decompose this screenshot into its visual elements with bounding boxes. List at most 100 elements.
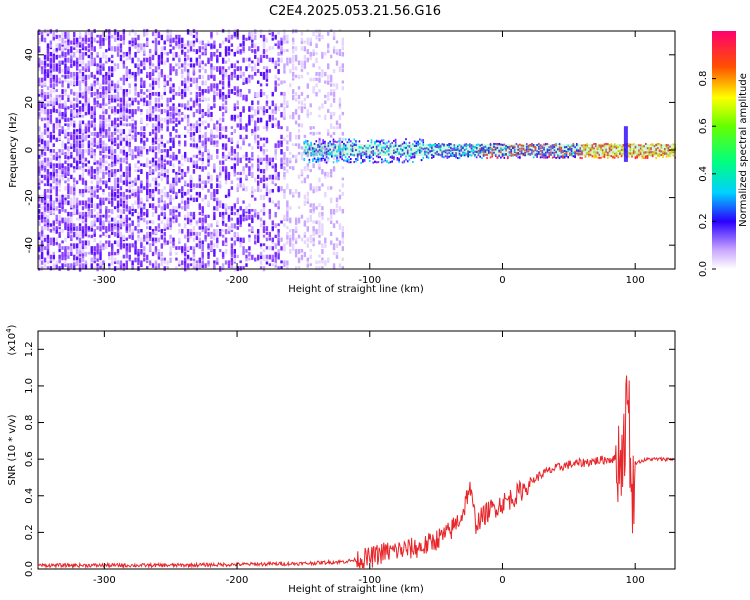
spectrogram-cell <box>67 69 70 75</box>
spectrogram-cell <box>265 54 269 59</box>
spectrogram-cell <box>207 97 210 102</box>
spectrogram-cell <box>332 138 335 141</box>
spectrogram-cell <box>318 260 321 264</box>
spectrogram-cell <box>256 254 260 261</box>
spectrogram-cell <box>341 177 345 181</box>
spectrogram-cell <box>116 209 120 213</box>
spectrogram-cell <box>405 158 407 161</box>
spectrogram-cell <box>254 71 257 76</box>
spectrogram-cell <box>90 257 93 263</box>
spectrogram-cell <box>341 111 345 116</box>
spectrogram-cell <box>64 169 67 174</box>
spectrogram-cell <box>49 117 53 123</box>
spectrogram-cell <box>517 156 519 159</box>
spectrogram-cell <box>236 114 239 119</box>
spectrogram-cell <box>422 139 425 142</box>
spectrogram-cell <box>574 155 576 158</box>
spectrogram-cell <box>122 51 126 55</box>
spectrogram-cell <box>446 144 449 156</box>
spectrogram-cell <box>175 206 178 210</box>
spectrogram-cell <box>482 144 485 156</box>
spectrogram-cell <box>312 86 315 92</box>
spectrogram-cell <box>525 150 528 153</box>
spectrogram-cell <box>519 143 521 146</box>
spectrogram-cell <box>198 91 201 97</box>
spectrogram-cell <box>38 171 41 177</box>
spectrogram-cell <box>338 206 342 212</box>
spectrogram-cell <box>245 217 248 221</box>
spectrogram-cell <box>210 240 213 245</box>
spectrogram-cell <box>248 31 251 37</box>
spectrogram-cell <box>73 200 76 205</box>
spectrogram-cell <box>320 157 323 160</box>
spectrogram-cell <box>548 153 550 156</box>
spectrogram-cell <box>201 217 204 222</box>
spectrogram-cell <box>43 123 47 128</box>
spectrogram-cell <box>93 151 96 156</box>
spectrogram-cell <box>151 251 155 257</box>
spectrogram-cell <box>49 254 53 260</box>
spectrogram-cell <box>379 156 381 159</box>
spectrogram-cell <box>84 134 88 141</box>
spectrogram-cell <box>379 140 381 143</box>
spectrogram-cell <box>489 144 492 156</box>
spectrogram-cell <box>309 51 312 57</box>
spectrogram-cell <box>186 114 190 118</box>
spectrogram-cell <box>448 143 450 146</box>
spectrogram-cell <box>116 223 120 228</box>
spectrogram-cell <box>213 197 216 202</box>
spectrogram-cell <box>201 211 204 216</box>
spectrogram-cell <box>90 246 93 250</box>
spectrogram-cell <box>49 120 53 125</box>
spectrogram-cell <box>292 234 295 240</box>
spectrogram-cell <box>403 141 406 144</box>
spectrogram-cell <box>271 257 274 262</box>
spectrogram-cell <box>49 157 53 163</box>
spectrogram-cell <box>324 237 327 244</box>
spectrogram-cell <box>300 100 304 106</box>
spectrogram-cell <box>315 151 318 157</box>
spectrogram-cell <box>43 211 47 218</box>
spectrogram-cell <box>58 249 61 253</box>
spectrogram-cell <box>277 254 280 260</box>
spectrogram-cell <box>148 71 152 77</box>
spectrogram-cell <box>186 254 190 259</box>
spectrogram-cell <box>546 156 549 159</box>
spectrogram-cell <box>52 57 55 63</box>
spectrogram-cell <box>131 114 134 121</box>
spectrogram-cell <box>46 249 50 255</box>
spectrogram-cell <box>146 160 149 165</box>
spectrogram-cell <box>67 157 70 163</box>
spectrogram-cell <box>154 206 158 211</box>
spectrogram-cell <box>186 231 190 237</box>
spectrogram-cell <box>73 246 76 249</box>
spectrogram-cell <box>125 251 128 256</box>
spectrogram-cell <box>128 54 131 60</box>
spectrogram-cell <box>122 149 126 153</box>
spectrogram-cell <box>70 54 73 59</box>
spectrogram-cell <box>443 155 445 158</box>
spectrogram-cell <box>52 134 55 140</box>
spectrogram-cell <box>346 141 349 144</box>
spectrogram-cell <box>146 149 149 152</box>
spectrogram-cell <box>245 206 248 212</box>
spectrogram-cell <box>256 100 260 105</box>
spectrogram-cell <box>400 144 402 147</box>
spectrogram-cell <box>52 229 55 234</box>
spectrogram-cell <box>329 126 333 130</box>
spectrogram-cell <box>43 157 47 163</box>
spectrogram-cell <box>236 151 239 158</box>
spectrogram-cell <box>365 150 368 153</box>
spectrogram-cell <box>110 154 114 160</box>
spectrogram-cell <box>216 257 219 262</box>
spectrogram-cell <box>96 257 99 262</box>
spectrogram-cell <box>292 154 295 158</box>
spectrogram-cell <box>336 141 338 144</box>
spectrogram-cell <box>181 51 184 55</box>
spectrogram-cell <box>321 211 324 216</box>
spectrogram-cell <box>119 194 123 199</box>
spectrogram-cell <box>489 148 492 151</box>
spectrogram-cell <box>131 211 134 217</box>
spectrogram-cell <box>181 197 184 202</box>
spectrogram-cell <box>201 263 204 268</box>
